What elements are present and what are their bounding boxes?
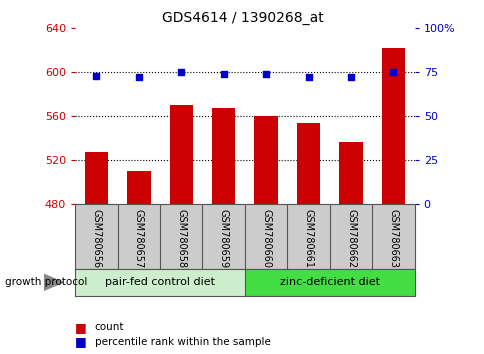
Text: GSM780659: GSM780659 <box>218 209 228 268</box>
Text: ■: ■ <box>75 335 87 348</box>
Text: GDS4614 / 1390268_at: GDS4614 / 1390268_at <box>161 11 323 25</box>
Bar <box>169 105 193 204</box>
Bar <box>296 122 319 204</box>
Point <box>92 73 100 79</box>
Text: GSM780662: GSM780662 <box>345 209 355 268</box>
Text: pair-fed control diet: pair-fed control diet <box>105 277 214 287</box>
Text: GSM780656: GSM780656 <box>91 209 101 268</box>
Point <box>389 69 396 75</box>
Text: percentile rank within the sample: percentile rank within the sample <box>94 337 270 347</box>
Point <box>219 71 227 77</box>
Bar <box>339 142 362 204</box>
Text: growth protocol: growth protocol <box>5 277 87 287</box>
Text: GSM780657: GSM780657 <box>134 209 144 268</box>
Bar <box>381 48 404 204</box>
Point <box>262 71 270 77</box>
Bar <box>127 171 150 204</box>
Bar <box>244 269 435 296</box>
Polygon shape <box>44 274 63 290</box>
Text: ■: ■ <box>75 321 87 334</box>
Text: GSM780660: GSM780660 <box>260 209 271 268</box>
Point <box>177 69 185 75</box>
Text: count: count <box>94 322 124 332</box>
Text: GSM780661: GSM780661 <box>303 209 313 268</box>
Text: GSM780663: GSM780663 <box>388 209 398 268</box>
Point <box>304 75 312 80</box>
Bar <box>254 116 277 204</box>
Point <box>347 75 354 80</box>
Bar <box>85 152 108 204</box>
Text: GSM780658: GSM780658 <box>176 209 186 268</box>
Bar <box>212 108 235 204</box>
Text: zinc-deficient diet: zinc-deficient diet <box>279 277 379 287</box>
Point <box>135 75 142 80</box>
